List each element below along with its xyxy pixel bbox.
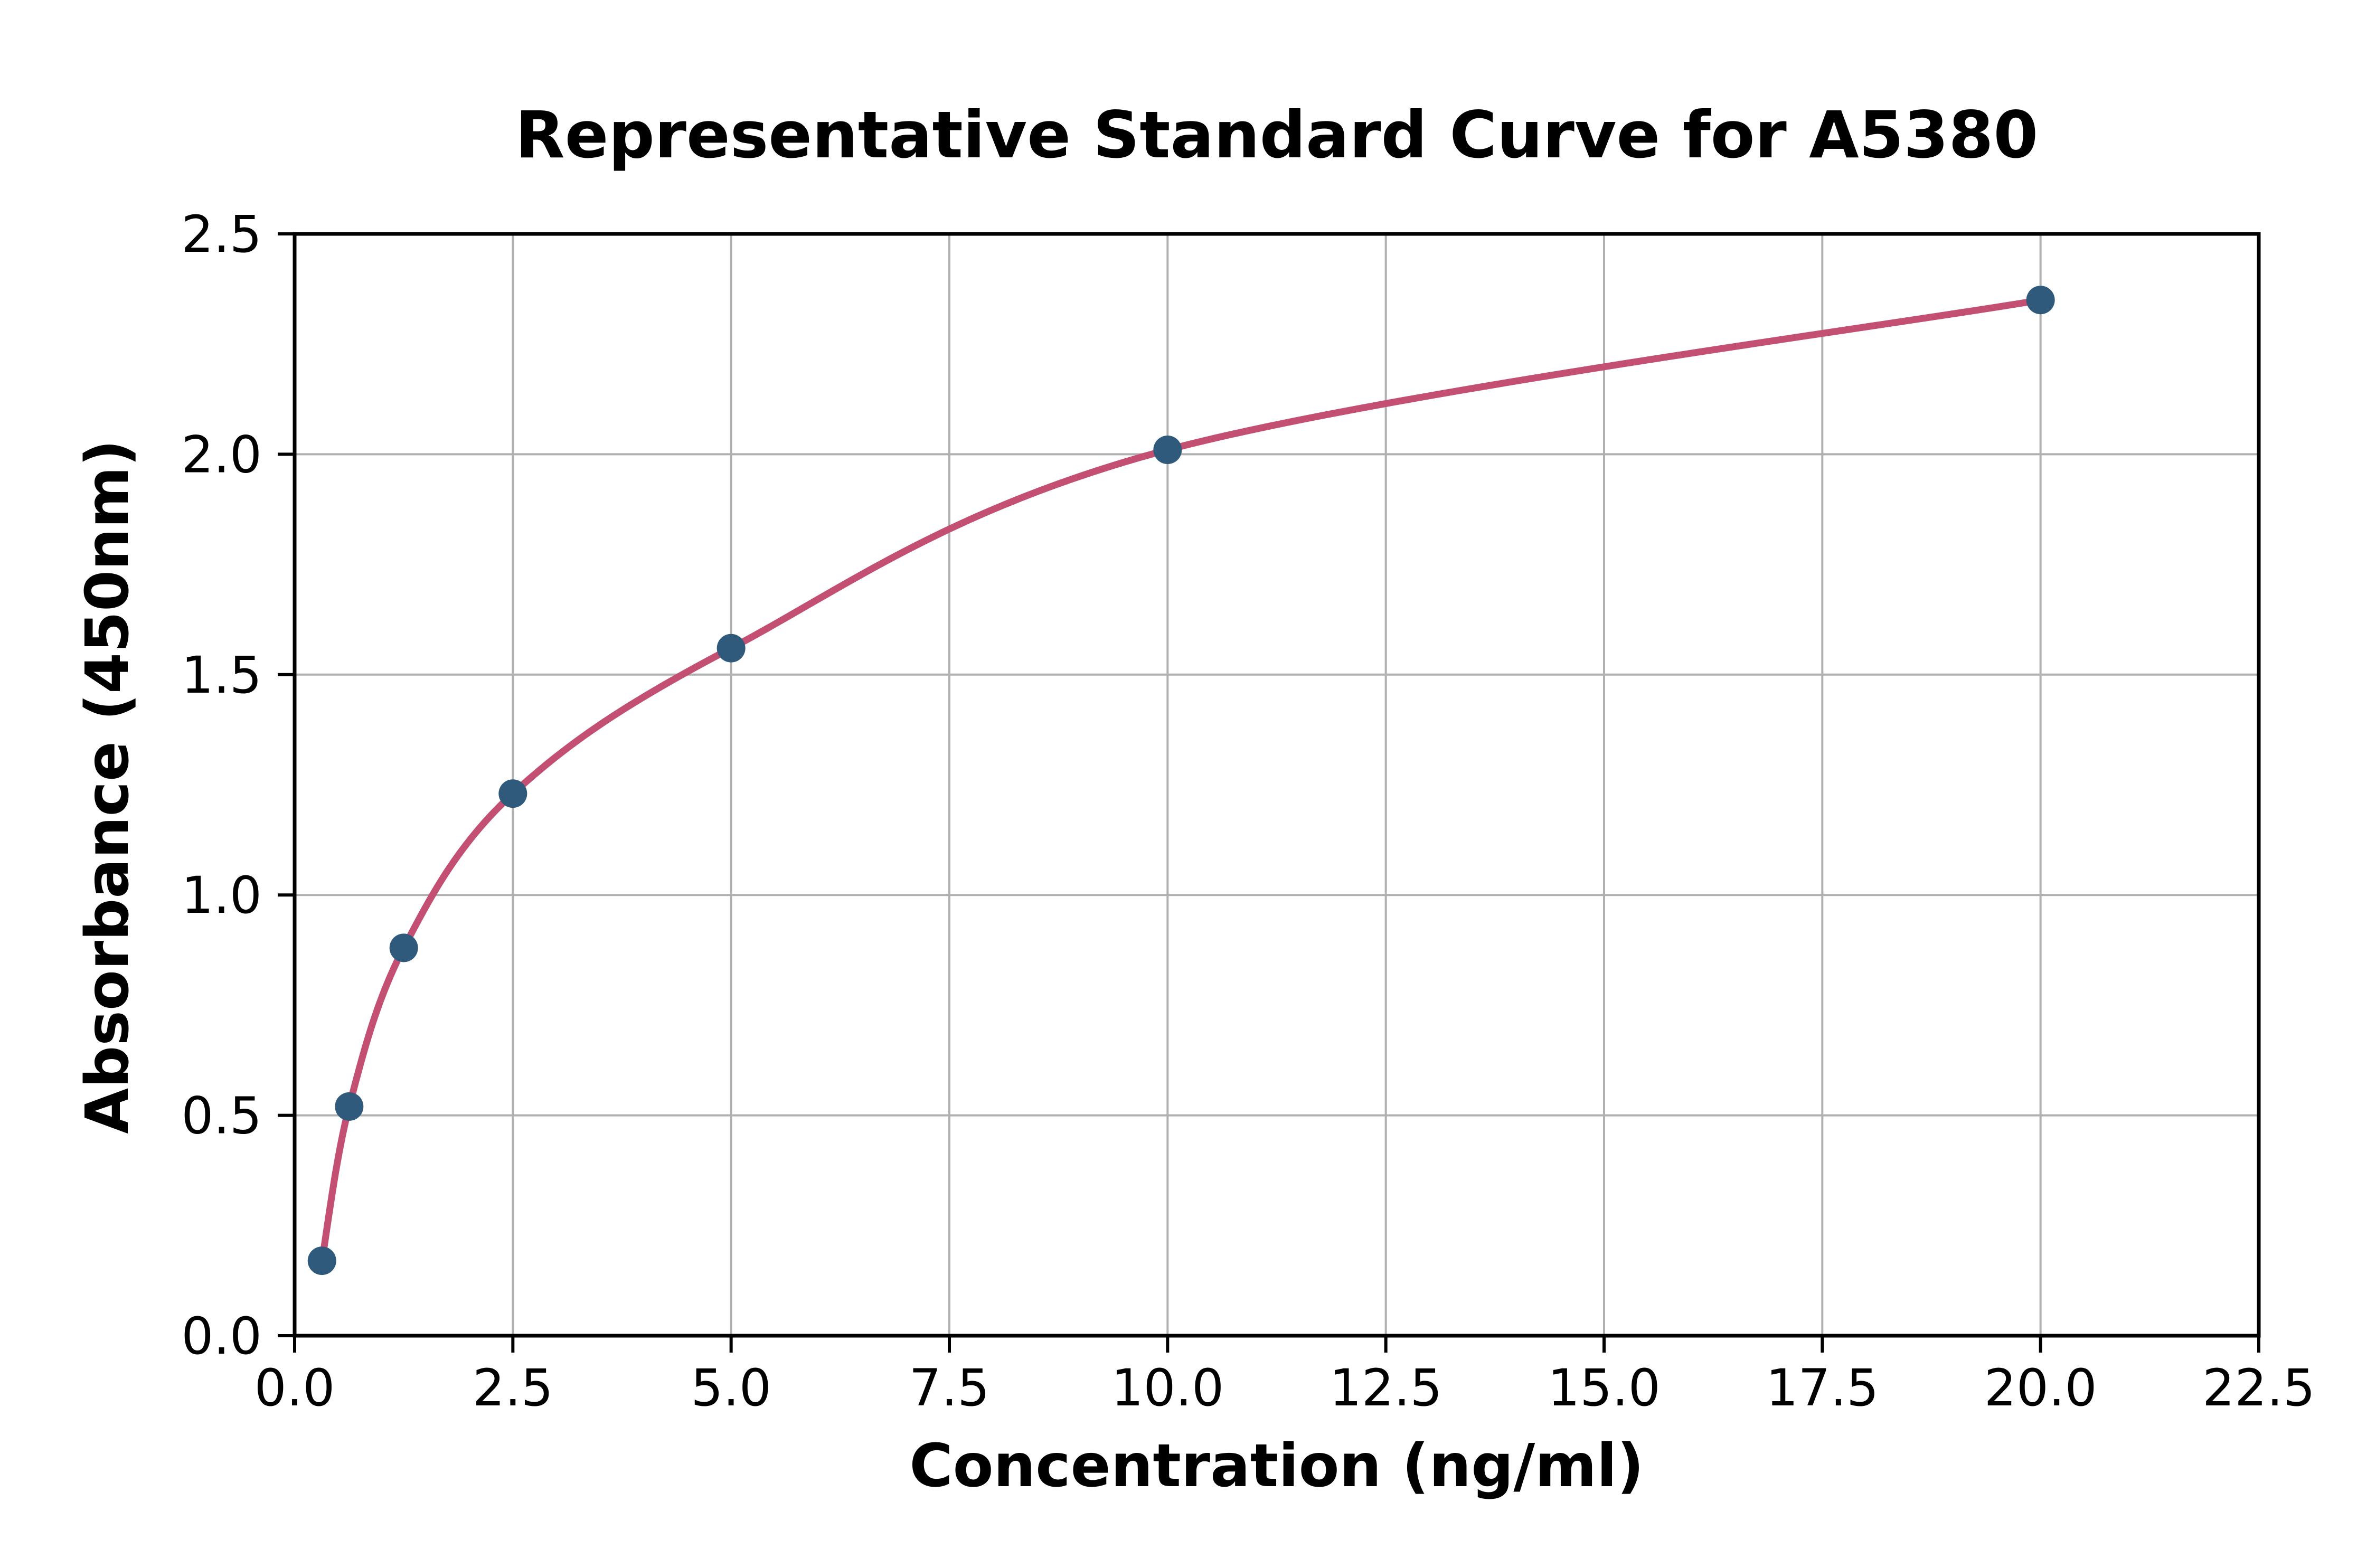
x-tick-label: 15.0 [1548,1358,1661,1418]
x-tick-label: 12.5 [1330,1358,1442,1418]
fit-curve [318,296,2044,1264]
data-point [498,779,527,808]
y-tick-label: 0.5 [181,1087,262,1146]
data-point [307,1246,336,1276]
data-point [335,1092,364,1121]
y-tick-label: 1.5 [181,646,262,705]
x-tick-label: 0.0 [254,1358,335,1418]
plot-frame [293,232,2261,1338]
y-tick-label: 2.0 [181,425,262,484]
data-point [2026,286,2055,315]
y-tick-label: 1.0 [181,866,262,925]
data-point [389,933,418,962]
data-point [1153,436,1182,465]
x-tick-label: 22.5 [2202,1358,2315,1418]
x-tick-label: 20.0 [1984,1358,2097,1418]
x-tick-label: 10.0 [1111,1358,1224,1418]
x-tick-label: 2.5 [473,1358,553,1418]
x-tick-label: 17.5 [1766,1358,1879,1418]
chart-title: Representative Standard Curve for A5380 [515,98,2039,173]
x-axis-label: Concentration (ng/ml) [909,1432,1644,1500]
data-point [716,634,746,663]
x-tick-label: 5.0 [691,1358,771,1418]
y-tick-label: 0.0 [181,1307,262,1366]
y-tick-label: 2.5 [181,205,262,264]
x-tick-label: 7.5 [909,1358,990,1418]
